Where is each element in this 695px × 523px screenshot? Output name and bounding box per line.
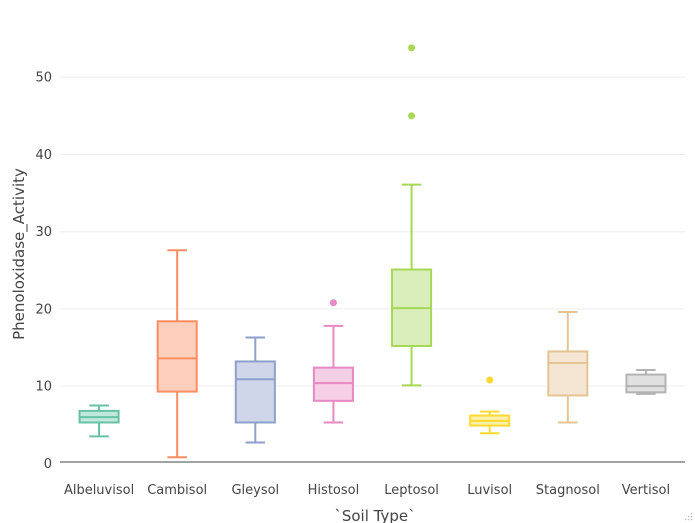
x-tick-label: Vertisol xyxy=(622,483,670,498)
outlier-point xyxy=(408,112,416,120)
resize-grip-icon[interactable] xyxy=(683,511,693,521)
y-tick-label: 40 xyxy=(35,148,52,163)
y-tick-label: 20 xyxy=(35,302,52,317)
box-group xyxy=(78,404,120,438)
x-axis-title: `Soil Type` xyxy=(334,507,415,523)
box-iqr xyxy=(625,373,667,394)
x-tick-label: Histosol xyxy=(308,483,360,498)
box-iqr xyxy=(156,320,198,393)
box-iqr xyxy=(547,350,589,397)
outlier-point xyxy=(329,299,337,307)
box-group xyxy=(625,368,667,395)
box-group xyxy=(312,299,354,424)
x-tick-label: Leptosol xyxy=(384,483,439,498)
y-tick-label: 30 xyxy=(35,225,52,240)
outlier-point xyxy=(486,376,494,384)
box-group xyxy=(391,44,433,387)
axis-ticks: 0 10 20 30 40 50 Albeluvisol Cambisol Gleysol His… xyxy=(35,71,670,498)
box-group xyxy=(469,376,511,435)
box-iqr xyxy=(234,360,276,424)
y-tick-label: 0 xyxy=(44,457,52,472)
gridlines xyxy=(60,76,685,387)
box-group xyxy=(547,311,589,424)
x-tick-label: Gleysol xyxy=(231,483,279,498)
box-group xyxy=(234,336,276,444)
x-tick-label: Stagnosol xyxy=(536,483,600,498)
y-tick-label: 10 xyxy=(35,380,52,395)
outlier-point xyxy=(408,44,416,52)
box-series xyxy=(78,44,667,459)
y-tick-label: 50 xyxy=(35,71,52,86)
x-tick-label: Albeluvisol xyxy=(64,483,134,498)
box-iqr xyxy=(312,366,354,402)
box-group xyxy=(156,249,198,459)
y-axis-title: Phenoloxidase_Activity xyxy=(10,168,29,340)
x-tick-label: Cambisol xyxy=(147,483,207,498)
x-tick-label: Luvisol xyxy=(467,483,512,498)
